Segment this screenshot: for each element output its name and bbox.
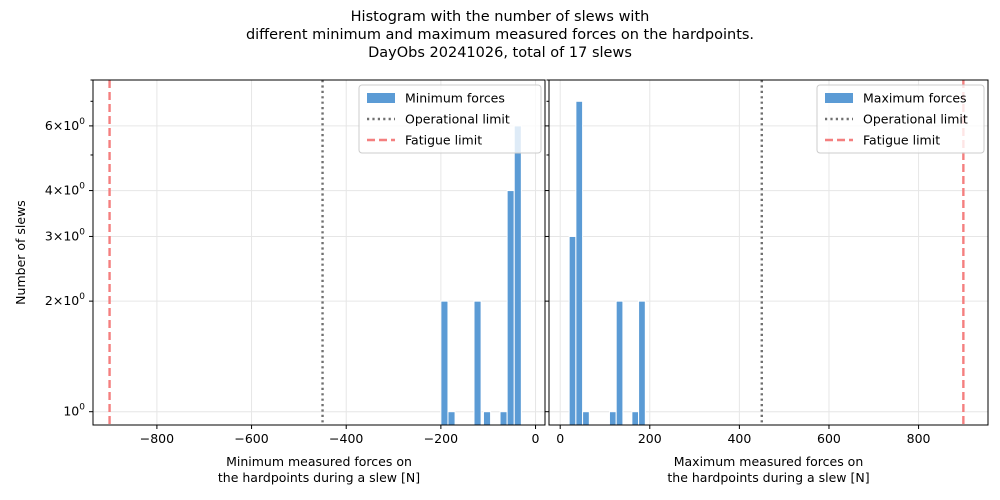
y-tick-label: 4×100 (45, 182, 85, 198)
histogram-bar (440, 300, 449, 426)
figure-title-line-3: DayObs 20241026, total of 17 slews (368, 45, 632, 61)
legend-label: Maximum forces (863, 91, 967, 106)
histogram-bar (447, 411, 456, 426)
legend-swatch-bar (825, 93, 853, 103)
legend-box (816, 84, 985, 154)
histogram-bar (608, 411, 617, 426)
y-tick-label: 6×100 (45, 117, 85, 133)
figure-title-line-2: different minimum and maximum measured f… (245, 27, 755, 43)
histogram-bar (482, 411, 492, 426)
x-tick-label: −800 (140, 431, 174, 446)
histogram-bar (582, 411, 590, 426)
legend-box (358, 84, 542, 154)
legend-label: Fatigue limit (405, 133, 482, 148)
histogram-bar (499, 411, 508, 426)
x-axis-label: Maximum measured forces on (674, 454, 864, 469)
x-tick-label: 0 (556, 431, 564, 446)
chart-panel-2: 0 200 400 600 800 Maximum measured forces ont… (545, 79, 989, 485)
x-axis-label: the hardpoints during a slew [N] (667, 470, 869, 485)
y-axis-label: Number of slews (13, 200, 28, 305)
y-tick-label: 2×100 (45, 292, 85, 308)
histogram-bar (615, 300, 624, 426)
legend-label: Operational limit (405, 112, 510, 127)
legend: Maximum forces Operational limit Fatigue l… (816, 84, 985, 154)
plot-frame (548, 79, 989, 426)
legend-label: Minimum forces (405, 91, 505, 106)
legend-label: Fatigue limit (863, 133, 940, 148)
chart-panel-1: −800 −600 −400 −200 0 100 2×100 3×100 4×100 6×100… (13, 79, 546, 485)
y-tick-label: 100 (63, 403, 85, 419)
histogram-bar (506, 190, 515, 426)
x-tick-label: 800 (907, 431, 931, 446)
y-tick-label: 3×100 (45, 227, 85, 243)
histogram-bar (568, 235, 577, 426)
x-tick-label: −400 (329, 431, 363, 446)
x-axis-label: Minimum measured forces on (226, 454, 412, 469)
histogram-bar (575, 100, 584, 426)
x-tick-label: −200 (424, 431, 458, 446)
legend-label: Operational limit (863, 112, 968, 127)
legend-swatch-bar (367, 93, 395, 103)
histogram-bar (513, 125, 522, 426)
histogram-bar (473, 300, 482, 426)
x-tick-label: 200 (638, 431, 662, 446)
x-axis-label: the hardpoints during a slew [N] (218, 470, 420, 485)
plot-frame (92, 79, 546, 426)
figure-title-line-1: Histogram with the number of slews with (350, 9, 650, 25)
x-tick-label: 600 (817, 431, 841, 446)
x-tick-label: −600 (234, 431, 268, 446)
legend: Minimum forces Operational limit Fatigue l… (358, 84, 542, 154)
histogram-bar (638, 300, 646, 426)
histogram-bar (631, 411, 640, 426)
x-tick-label: 0 (532, 431, 540, 446)
x-tick-label: 400 (727, 431, 751, 446)
